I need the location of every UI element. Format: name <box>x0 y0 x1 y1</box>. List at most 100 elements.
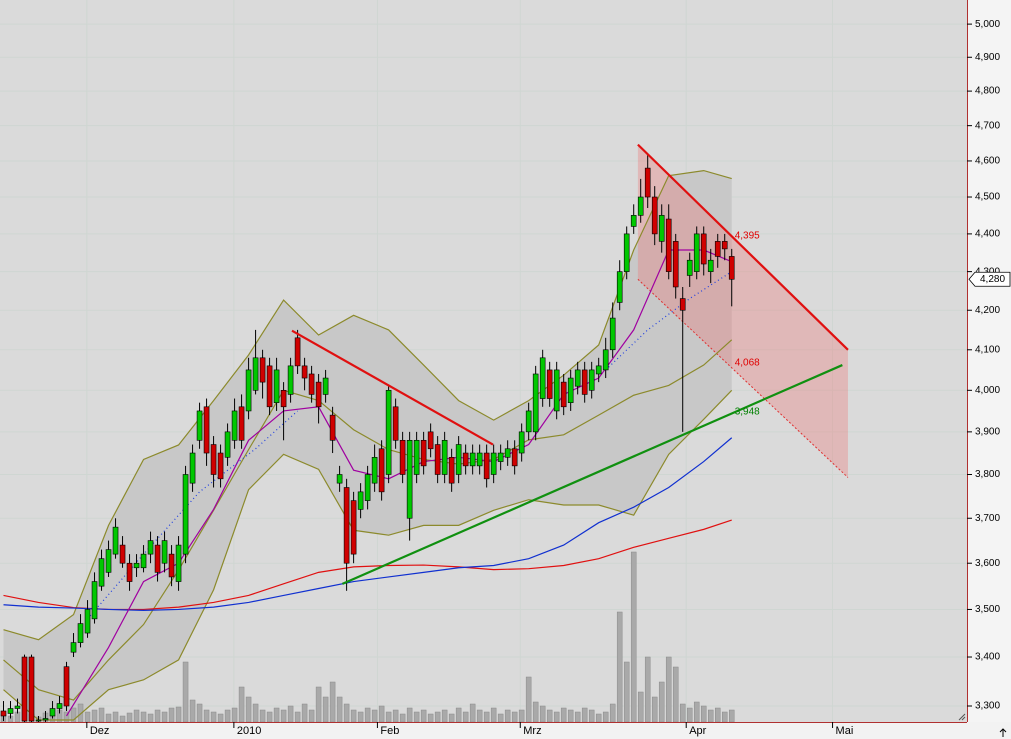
volume-bar <box>357 711 364 723</box>
value-annotation: 4,068 <box>735 357 760 368</box>
y-tick-label: 4,900 <box>975 52 1000 63</box>
indicator-line <box>3 339 733 701</box>
x-tick-label: Mai <box>836 725 854 737</box>
channel-lower-line <box>637 278 849 478</box>
y-tick-label: 3,800 <box>975 469 1000 480</box>
volume-bar <box>343 703 350 723</box>
volume-bar <box>602 711 609 723</box>
band-lower <box>3 389 733 721</box>
candle-body <box>238 406 245 441</box>
candle-body <box>119 544 126 564</box>
candle-body <box>518 431 525 454</box>
candle-body <box>91 581 98 620</box>
volume-bar <box>623 661 630 723</box>
trendline <box>637 143 849 351</box>
volume-bar <box>476 709 483 723</box>
candle-body <box>287 365 294 395</box>
volume-bar <box>560 707 567 723</box>
last-price-box <box>968 271 1011 287</box>
volume-bar <box>616 611 623 723</box>
x-tick-label: Dez <box>90 725 110 737</box>
band-upper <box>3 169 732 641</box>
x-tick-label: 2010 <box>237 725 261 737</box>
candle-body <box>574 369 581 387</box>
candle-body <box>511 448 518 467</box>
volume-bar <box>378 705 385 723</box>
volume-bar <box>413 711 420 723</box>
volume-bar <box>686 707 693 723</box>
candle-body <box>420 439 427 467</box>
volume-bar <box>462 711 469 723</box>
y-tick-label: 4,700 <box>975 120 1000 131</box>
volume-bar <box>511 711 518 723</box>
candle-body <box>714 241 721 257</box>
volume-bar <box>14 711 21 723</box>
candle-body <box>469 452 476 467</box>
candle-body <box>245 369 252 412</box>
candle-body <box>476 452 483 467</box>
y-tick-label: 4,500 <box>975 192 1000 203</box>
y-tick-label: 4,300 <box>975 266 1000 277</box>
volume-bar <box>672 666 679 723</box>
candle-body <box>84 609 91 634</box>
candle-body <box>644 167 651 198</box>
candle-body <box>623 233 630 272</box>
candle-body <box>70 642 77 653</box>
scroll-arrow[interactable] <box>999 728 1007 737</box>
volume-bar <box>469 703 476 723</box>
candle-body <box>553 369 560 412</box>
volume-bar <box>595 713 602 723</box>
candle-body <box>637 196 644 216</box>
last-price-label: 4,280 <box>980 274 1005 285</box>
volume-bar <box>427 713 434 723</box>
volume-bar <box>273 707 280 723</box>
candle-body <box>259 357 266 383</box>
candle-body <box>203 406 210 454</box>
volume-bar <box>385 711 392 723</box>
candle-body <box>315 381 322 408</box>
volume-bar <box>133 709 140 723</box>
volume-bar <box>245 696 252 723</box>
candle-body <box>483 452 490 480</box>
x-tick-label: Mrz <box>523 725 541 737</box>
candle-body <box>539 357 546 399</box>
volume-bar <box>364 707 371 723</box>
y-tick-label: 3,600 <box>975 558 1000 569</box>
candle-body <box>721 241 728 250</box>
y-tick-label: 4,000 <box>975 385 1000 396</box>
volume-bar <box>630 551 637 723</box>
volume-bar <box>259 709 266 723</box>
candle-body <box>77 623 84 643</box>
candle-body <box>56 703 63 709</box>
volume-bar <box>693 701 700 723</box>
volume-bar <box>91 709 98 723</box>
volume-bar <box>217 713 224 723</box>
volume-bar <box>266 711 273 723</box>
candle-body <box>406 439 413 519</box>
volume-bar <box>238 686 245 723</box>
candle-body <box>280 390 287 408</box>
volume-bar <box>553 711 560 723</box>
volume-bar <box>532 701 539 723</box>
y-tick-label: 3,500 <box>975 604 1000 615</box>
volume-bar <box>231 707 238 723</box>
volume-bar <box>287 705 294 723</box>
volume-bar <box>483 711 490 723</box>
volume-bar <box>490 707 497 723</box>
candle-body <box>546 369 553 399</box>
candle-body <box>105 549 112 573</box>
candle-body <box>189 452 196 484</box>
candle-body <box>42 718 49 721</box>
candle-body <box>560 381 567 408</box>
candle-body <box>112 526 119 555</box>
y-tick-label: 4,800 <box>975 86 1000 97</box>
candle-body <box>609 317 616 351</box>
candle-body <box>434 444 441 475</box>
candle-body <box>602 349 609 371</box>
candle-body <box>448 457 455 484</box>
candle-body <box>413 439 420 475</box>
volume-bar <box>525 676 532 723</box>
candle-body <box>588 369 595 391</box>
volume-bar <box>420 709 427 723</box>
candle-body <box>567 377 574 403</box>
